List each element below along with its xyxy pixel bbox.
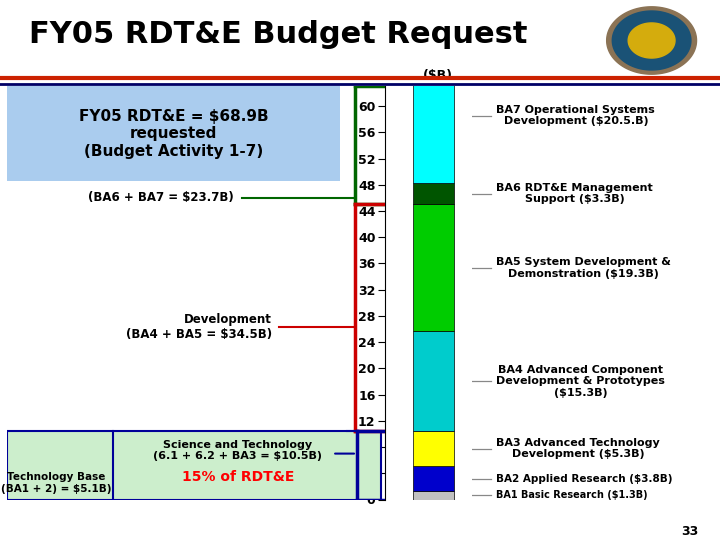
- Bar: [413, 331, 454, 431]
- Text: BA1 Basic Research ($1.3B): BA1 Basic Research ($1.3B): [497, 490, 648, 500]
- Text: BA2 Applied Research ($3.8B): BA2 Applied Research ($3.8B): [497, 474, 673, 483]
- Polygon shape: [607, 7, 696, 74]
- Text: BA5 System Development &
Demonstration ($19.3B): BA5 System Development & Demonstration (…: [497, 257, 671, 279]
- FancyBboxPatch shape: [7, 431, 382, 500]
- Text: BA6 RDT&E Management
Support ($3.3B): BA6 RDT&E Management Support ($3.3B): [497, 183, 653, 205]
- Text: Development
(BA4 + BA5 = $34.5B): Development (BA4 + BA5 = $34.5B): [126, 313, 272, 341]
- Text: 33: 33: [681, 524, 698, 538]
- Text: FY05 RDT&E Budget Request: FY05 RDT&E Budget Request: [29, 19, 527, 49]
- Bar: [413, 205, 454, 331]
- FancyBboxPatch shape: [7, 86, 340, 181]
- Polygon shape: [629, 23, 675, 58]
- Text: BA3 Advanced Technology
Development ($5.3B): BA3 Advanced Technology Development ($5.…: [497, 438, 660, 460]
- Bar: [413, 491, 454, 500]
- Text: FY05 RDT&E = $68.9B
requested
(Budget Activity 1-7): FY05 RDT&E = $68.9B requested (Budget Ac…: [78, 109, 269, 159]
- Text: Science and Technology
(6.1 + 6.2 + BA3 = $10.5B): Science and Technology (6.1 + 6.2 + BA3 …: [153, 440, 323, 461]
- Bar: [413, 49, 454, 183]
- Text: 15% of RDT&E: 15% of RDT&E: [181, 470, 294, 483]
- Text: Technology Base
(BA1 + 2) = $5.1B): Technology Base (BA1 + 2) = $5.1B): [1, 472, 112, 494]
- Text: BA7 Operational Systems
Development ($20.5.B): BA7 Operational Systems Development ($20…: [497, 105, 655, 126]
- Text: ($B): ($B): [423, 69, 452, 82]
- Polygon shape: [612, 11, 691, 70]
- Bar: [413, 431, 454, 466]
- Bar: [413, 466, 454, 491]
- Bar: [413, 183, 454, 205]
- Text: (BA6 + BA7 = $23.7B): (BA6 + BA7 = $23.7B): [89, 191, 234, 204]
- Text: BA4 Advanced Component
Development & Prototypes
($15.3B): BA4 Advanced Component Development & Pro…: [497, 364, 665, 398]
